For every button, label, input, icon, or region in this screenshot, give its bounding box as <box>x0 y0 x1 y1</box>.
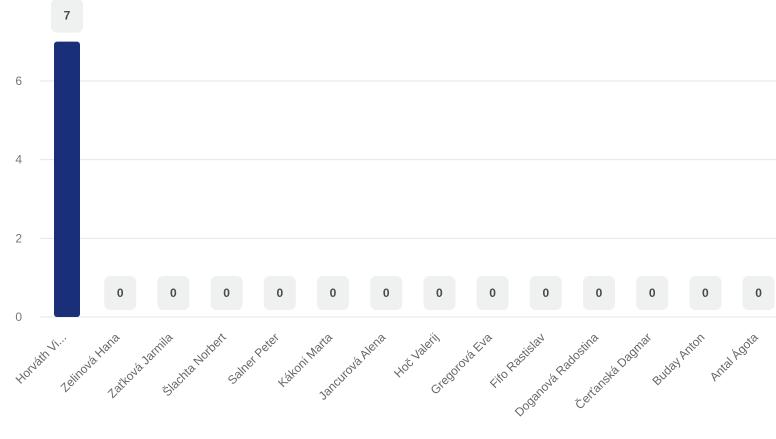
grid-lines <box>40 80 776 318</box>
x-tick-label: Antal Ágota <box>706 329 761 384</box>
data-label: 0 <box>742 276 775 310</box>
data-label-background <box>423 276 456 310</box>
bars <box>54 41 80 318</box>
data-label: 0 <box>263 276 296 310</box>
data-label-background <box>689 276 722 310</box>
data-label: 0 <box>423 276 456 310</box>
data-label-text: 0 <box>383 286 390 300</box>
data-label-background <box>210 276 243 310</box>
data-label-text: 7 <box>64 9 71 23</box>
y-tick-label: 0 <box>15 310 22 324</box>
data-label: 0 <box>317 276 349 310</box>
data-label: 0 <box>529 276 562 310</box>
data-label: 0 <box>636 276 669 310</box>
data-label: 0 <box>157 276 190 310</box>
x-tick-label: Salner Peter <box>225 330 282 387</box>
data-label-background <box>157 276 190 310</box>
data-label-background <box>104 276 137 310</box>
data-label-text: 0 <box>436 286 443 300</box>
data-label-text: 0 <box>702 286 709 300</box>
data-label-text: 0 <box>170 286 177 300</box>
data-label: 0 <box>104 276 137 310</box>
x-tick-label: Horváth Vi... <box>13 330 69 386</box>
data-label-background <box>476 276 509 310</box>
data-label-background <box>742 276 775 310</box>
data-label-background <box>51 0 83 33</box>
data-labels: 7 0 0 0 0 0 0 0 0 0 0 0 0 0 <box>51 0 775 310</box>
x-tick-label: Hoč Valerij <box>391 330 441 380</box>
data-label: 0 <box>476 276 509 310</box>
data-label-text: 0 <box>649 286 656 300</box>
data-label-text: 0 <box>276 286 283 300</box>
data-label-text: 0 <box>223 286 230 300</box>
data-label-text: 0 <box>489 286 496 300</box>
data-label-text: 0 <box>755 286 762 300</box>
y-tick-label: 6 <box>15 74 22 88</box>
bar[interactable] <box>54 41 80 318</box>
data-label: 0 <box>210 276 243 310</box>
data-label: 7 <box>51 0 83 33</box>
data-label-background <box>317 276 349 310</box>
data-label-text: 0 <box>542 286 549 300</box>
data-label-background <box>636 276 669 310</box>
y-tick-label: 2 <box>15 231 22 245</box>
data-label-background <box>583 276 615 310</box>
data-label-text: 0 <box>330 286 337 300</box>
y-tick-label: 4 <box>15 153 22 167</box>
data-label: 0 <box>583 276 615 310</box>
data-label-text: 0 <box>596 286 603 300</box>
x-tick-label: Buday Anton <box>649 330 707 388</box>
data-label: 0 <box>370 276 403 310</box>
data-label-background <box>263 276 296 310</box>
data-label-text: 0 <box>117 286 124 300</box>
data-label: 0 <box>689 276 722 310</box>
data-label-background <box>370 276 403 310</box>
data-label-background <box>529 276 562 310</box>
y-axis-ticks: 0 2 4 6 <box>15 74 22 324</box>
